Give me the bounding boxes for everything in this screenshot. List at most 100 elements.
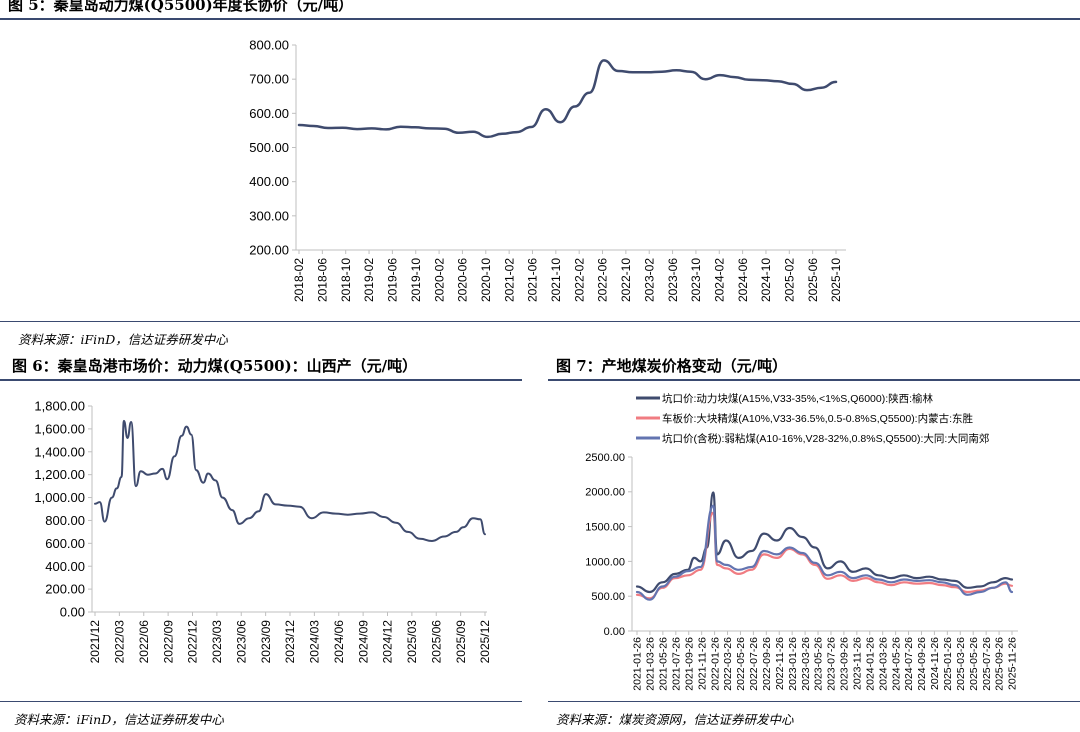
fig7-x-tick-label: 2021-03-26 bbox=[645, 637, 657, 691]
fig5-x-tick-label: 2022-06 bbox=[596, 258, 610, 302]
figure7-bottom-rule bbox=[548, 701, 1080, 702]
fig6-x-tick-label: 2023/12 bbox=[283, 620, 297, 664]
fig6-y-tick-label: 1,800.00 bbox=[34, 399, 85, 414]
figure7-title: 图 7：产地煤炭价格变动（元/吨） bbox=[556, 357, 788, 375]
figure7-top-rule bbox=[548, 379, 1080, 381]
fig7-x-tick-label: 2025-09-26 bbox=[994, 637, 1006, 691]
fig7-x-tick-label: 2023-07-26 bbox=[826, 637, 838, 691]
fig7-legend-label-1: 坑口价:动力块煤(A15%,V33-35%,<1%S,Q6000):陕西:榆林 bbox=[662, 392, 934, 405]
fig7-x-tick-label: 2022-09-26 bbox=[761, 637, 773, 691]
fig7-y-tick-label: 1000.00 bbox=[585, 556, 625, 568]
fig6-series-line-1 bbox=[94, 419, 486, 542]
figure5-bottom-rule bbox=[0, 321, 1080, 322]
fig7-legend-label-2: 车板价:大块精煤(A10%,V33-36.5%,0.5-0.8%S,Q5500)… bbox=[662, 412, 974, 425]
fig7-x-tick-label: 2023-01-26 bbox=[787, 637, 799, 691]
fig5-x-tick-label: 2023-10 bbox=[689, 258, 703, 302]
fig5-x-tick-label: 2019-02 bbox=[362, 258, 376, 302]
figure6-bottom-rule bbox=[0, 701, 522, 702]
figure7-chart: 2500.00 2000.00 1500.00 1000.00 500.00 0.00 20… bbox=[585, 392, 1018, 691]
fig6-y-tick-label: 400.00 bbox=[45, 559, 85, 574]
fig5-x-tick-label: 2025-06 bbox=[806, 258, 820, 302]
fig7-y-tick-label: 1500.00 bbox=[585, 521, 625, 533]
fig7-y-tick-label: 2000.00 bbox=[585, 487, 625, 499]
fig6-y-tick-label: 1,600.00 bbox=[34, 421, 85, 436]
fig5-x-tick-label: 2020-02 bbox=[432, 258, 446, 302]
figure5-top-rule bbox=[0, 18, 1080, 20]
fig7-y-tick-label: 2500.00 bbox=[585, 452, 625, 464]
fig6-x-tick-label: 2024/06 bbox=[332, 620, 346, 664]
fig6-y-tick-label: 0.00 bbox=[60, 605, 85, 620]
fig5-y-tick-label: 600.00 bbox=[249, 106, 289, 121]
fig7-x-tick-label: 2025-05-26 bbox=[968, 637, 980, 691]
fig7-x-tick-label: 2022-03-26 bbox=[722, 637, 734, 691]
fig6-y-tick-label: 800.00 bbox=[45, 513, 85, 528]
fig6-x-tick-label: 2025/09 bbox=[454, 620, 468, 664]
fig7-x-tick-label: 2024-03-26 bbox=[877, 637, 889, 691]
fig7-x-tick-label: 2023-03-26 bbox=[800, 637, 812, 691]
fig6-y-tick-label: 600.00 bbox=[45, 536, 85, 551]
fig6-x-tick-label: 2021/12 bbox=[88, 620, 102, 664]
fig5-x-tick-label: 2020-10 bbox=[479, 258, 493, 302]
fig6-x-tick-label: 2023/09 bbox=[259, 620, 273, 664]
fig7-x-tick-label: 2022-01-26 bbox=[709, 637, 721, 691]
fig5-y-tick-label: 300.00 bbox=[249, 208, 289, 223]
fig7-series-line-2 bbox=[635, 511, 1014, 600]
fig5-x-tick-label: 2020-06 bbox=[456, 258, 470, 302]
fig7-x-tick-label: 2024-09-26 bbox=[916, 637, 928, 691]
figure7-source: 资料来源：煤炭资源网，信达证券研发中心 bbox=[556, 712, 794, 727]
fig7-y-tick-label: 0.00 bbox=[604, 626, 625, 638]
fig7-x-tick-label: 2022-07-26 bbox=[748, 637, 760, 691]
fig6-x-tick-label: 2024/12 bbox=[381, 620, 395, 664]
fig7-x-tick-label: 2024-11-26 bbox=[929, 637, 941, 690]
fig6-y-tick-label: 200.00 bbox=[45, 582, 85, 597]
figure5-chart: 800.00 700.00 600.00 500.00 400.00 300.00 200.… bbox=[249, 38, 846, 302]
fig5-x-tick-label: 2019-10 bbox=[409, 258, 423, 302]
fig6-y-tick-label: 1,000.00 bbox=[34, 490, 85, 505]
figure5-title: 图 5：秦皇岛动力煤(Q5500)年度长协价（元/吨） bbox=[8, 0, 354, 14]
fig6-x-tick-label: 2022/06 bbox=[137, 620, 151, 664]
fig7-series-line-1 bbox=[635, 491, 1014, 594]
fig6-x-tick-label: 2024/09 bbox=[356, 620, 370, 664]
figure6-chart: 1,800.00 1,600.00 1,400.00 1,200.00 1,000.00… bbox=[34, 399, 492, 664]
fig7-x-tick-label: 2021-09-26 bbox=[683, 637, 695, 691]
fig5-x-tick-label: 2018-10 bbox=[339, 258, 353, 302]
fig6-x-tick-label: 2025/12 bbox=[478, 620, 492, 664]
fig5-x-tick-label: 2024-02 bbox=[712, 258, 726, 302]
fig6-x-tick-label: 2022/03 bbox=[113, 620, 127, 664]
fig7-x-tick-label: 2021-11-26 bbox=[696, 637, 708, 690]
fig5-x-tick-label: 2025-10 bbox=[829, 258, 843, 302]
fig7-x-tick-label: 2025-07-26 bbox=[981, 637, 993, 691]
fig6-x-tick-label: 2023/06 bbox=[234, 620, 248, 664]
fig7-x-tick-label: 2023-11-26 bbox=[852, 637, 864, 690]
fig5-x-tick-label: 2019-06 bbox=[386, 258, 400, 302]
fig5-x-tick-label: 2023-02 bbox=[642, 258, 656, 302]
fig5-x-tick-label: 2018-06 bbox=[316, 258, 330, 302]
fig6-x-tick-label: 2025/03 bbox=[405, 620, 419, 664]
fig7-y-tick-label: 500.00 bbox=[591, 591, 625, 603]
fig7-x-tick-label: 2021-01-26 bbox=[632, 637, 644, 691]
fig5-x-tick-label: 2024-06 bbox=[736, 258, 750, 302]
fig7-x-tick-label: 2025-01-26 bbox=[942, 637, 954, 691]
fig5-y-tick-label: 700.00 bbox=[249, 72, 289, 87]
fig5-x-tick-label: 2022-10 bbox=[619, 258, 633, 302]
fig5-x-tick-label: 2022-02 bbox=[572, 258, 586, 302]
figure5-source: 资料来源：iFinD，信达证券研发中心 bbox=[18, 332, 228, 347]
fig6-x-tick-label: 2022/09 bbox=[161, 620, 175, 664]
fig5-y-tick-label: 400.00 bbox=[249, 174, 289, 189]
fig5-x-tick-label: 2021-10 bbox=[549, 258, 563, 302]
fig7-x-tick-label: 2023-05-26 bbox=[813, 637, 825, 691]
fig7-x-tick-label: 2025-03-26 bbox=[955, 637, 967, 691]
fig7-x-tick-label: 2021-07-26 bbox=[670, 637, 682, 691]
fig7-x-tick-label: 2024-05-26 bbox=[890, 637, 902, 691]
figure6-source: 资料来源：iFinD，信达证券研发中心 bbox=[14, 712, 224, 727]
fig6-x-tick-label: 2022/12 bbox=[186, 620, 200, 664]
fig5-x-tick-label: 2025-02 bbox=[783, 258, 797, 302]
fig7-legend-label-3: 坑口价(含税):弱粘煤(A10-16%,V28-32%,0.8%S,Q5500)… bbox=[662, 432, 989, 445]
fig5-x-tick-label: 2024-10 bbox=[759, 258, 773, 302]
figure6-title: 图 6：秦皇岛港市场价：动力煤(Q5500)：山西产（元/吨） bbox=[12, 357, 418, 375]
fig5-y-tick-label: 800.00 bbox=[249, 38, 289, 53]
fig5-x-tick-label: 2021-06 bbox=[526, 258, 540, 302]
fig6-x-tick-label: 2023/03 bbox=[210, 620, 224, 664]
fig5-x-tick-label: 2023-06 bbox=[666, 258, 680, 302]
fig5-x-tick-label: 2018-02 bbox=[292, 258, 306, 302]
